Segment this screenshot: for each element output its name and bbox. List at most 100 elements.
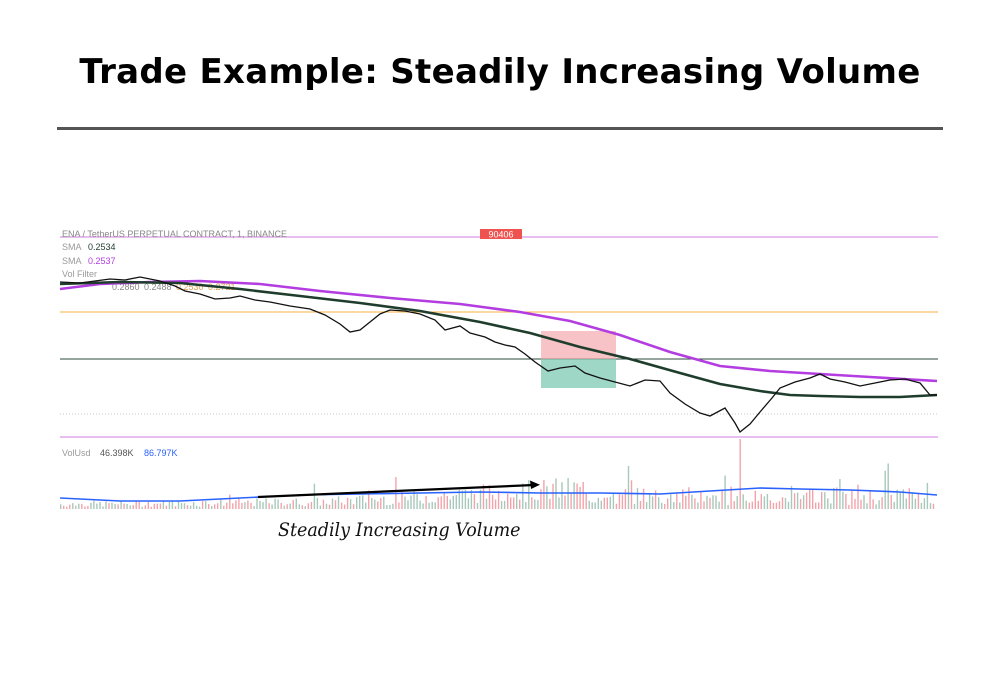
- volume-bar: [932, 503, 935, 509]
- volume-bar: [437, 497, 439, 509]
- volume-bar: [201, 501, 204, 509]
- volume-bar: [664, 503, 666, 509]
- volume-bar: [189, 505, 192, 509]
- volume-bar: [603, 497, 605, 509]
- volume-bar: [458, 489, 460, 509]
- volume-bar: [745, 500, 747, 509]
- volume-bar: [582, 481, 584, 509]
- volume-bar: [488, 485, 491, 509]
- volume-bar: [168, 502, 171, 509]
- volume-bar: [600, 500, 602, 509]
- volume-bar: [192, 502, 195, 509]
- volume-bar: [334, 500, 337, 509]
- volume-bar: [881, 497, 883, 509]
- volume-bar: [694, 498, 696, 509]
- volume-bar: [66, 506, 68, 509]
- volume-bar: [171, 500, 174, 509]
- volume-bar: [389, 505, 391, 509]
- volume-bar: [543, 479, 545, 509]
- volume-bar: [365, 502, 367, 509]
- volume-bar: [651, 496, 654, 509]
- volume-bar: [564, 495, 566, 509]
- volume-bar: [404, 496, 406, 509]
- volume-bar: [552, 483, 554, 509]
- volume-bar: [78, 503, 80, 509]
- volume-bar: [902, 489, 904, 509]
- volume-bar: [546, 486, 548, 509]
- volume-bar: [322, 499, 325, 509]
- volume-bar: [467, 498, 470, 509]
- volume-bar: [751, 501, 753, 509]
- volume-bar: [890, 495, 892, 509]
- volume-bar: [839, 479, 841, 509]
- volume-bar: [787, 501, 790, 509]
- volume-bar: [325, 503, 328, 509]
- volume-bar: [670, 494, 672, 509]
- volume-bar: [452, 495, 454, 509]
- volume-bar: [507, 493, 509, 509]
- volume-bar: [271, 504, 273, 509]
- volume-bar: [781, 497, 784, 509]
- volume-bar: [802, 495, 805, 509]
- pivot-value-3: 0.2530: [176, 282, 204, 292]
- volume-bar: [778, 501, 781, 509]
- volume-bar: [368, 490, 370, 509]
- volume-bar: [522, 483, 524, 509]
- volume-bar: [283, 505, 285, 509]
- volume-bar: [301, 505, 303, 509]
- volume-bar: [108, 503, 110, 509]
- volume-bar: [570, 493, 572, 509]
- volume-bar: [280, 502, 282, 509]
- volume-bar: [377, 501, 379, 509]
- volume-bar: [356, 497, 358, 509]
- volume-bar: [268, 503, 270, 509]
- volume-bar: [824, 492, 826, 509]
- volume-bar: [371, 497, 373, 509]
- volume-bar: [346, 498, 349, 509]
- volume-bar: [274, 498, 276, 509]
- volume-bar: [537, 500, 539, 509]
- volume-bar: [860, 499, 862, 509]
- volume-bar: [815, 502, 817, 509]
- sma2-label: SMA: [62, 256, 82, 266]
- volume-bar: [630, 480, 633, 509]
- volume-bar: [688, 487, 690, 509]
- volume-bar: [715, 495, 717, 509]
- volume-bar: [69, 504, 71, 509]
- volume-bar: [685, 495, 687, 509]
- volume-bar: [138, 501, 140, 509]
- volume-bar: [654, 490, 657, 509]
- volume-bar: [126, 503, 128, 509]
- volume-bars: [60, 439, 935, 509]
- volume-bar: [667, 498, 669, 509]
- volume-bar: [232, 503, 234, 509]
- volume-bar: [141, 506, 143, 509]
- volume-bar: [398, 502, 400, 509]
- volume-bar: [485, 498, 488, 509]
- volume-bar: [220, 499, 222, 509]
- volume-bar: [827, 498, 829, 509]
- price-badge-text: 90406: [488, 230, 513, 240]
- volume-bar: [926, 483, 929, 509]
- volume-bar: [615, 503, 618, 509]
- volume-bar: [434, 502, 436, 509]
- volume-bar: [766, 494, 769, 509]
- volume-bar: [561, 482, 563, 509]
- volume-bar: [621, 494, 624, 509]
- volume-bar: [818, 502, 820, 509]
- volume-bar: [464, 489, 467, 509]
- volume-bar: [645, 502, 648, 509]
- volume-bar: [205, 501, 207, 509]
- volume-bar: [597, 497, 599, 509]
- volume-bar: [446, 496, 448, 509]
- volume-bar: [162, 500, 165, 509]
- volume-bar: [884, 470, 886, 509]
- volume-bar: [494, 499, 497, 509]
- volume-bar: [585, 493, 587, 509]
- volume-bar: [739, 439, 741, 509]
- volume-bar: [609, 496, 611, 509]
- volume-bar: [75, 505, 77, 509]
- volume-bar: [775, 502, 778, 509]
- volume-bar: [241, 503, 243, 509]
- volume-bar: [790, 485, 793, 509]
